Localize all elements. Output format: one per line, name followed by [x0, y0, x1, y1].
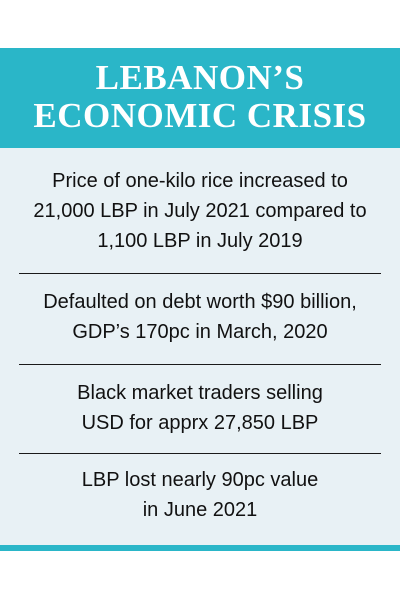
- divider: [19, 453, 381, 454]
- fact-line: Black market traders selling: [77, 382, 323, 404]
- fact-line: in June 2021: [142, 499, 258, 521]
- fact-line: 21,000 LBP in July 2021 compared to: [33, 200, 367, 222]
- fact-line: Defaulted on debt worth $90 billion,: [43, 291, 357, 313]
- fact-line: 1,100 LBP in July 2019: [97, 230, 303, 252]
- divider: [19, 364, 381, 365]
- crisis-infographic-card: LEBANON’S ECONOMIC CRISIS Price of one-k…: [0, 48, 400, 551]
- infographic-title: LEBANON’S ECONOMIC CRISIS: [0, 59, 400, 135]
- bottom-accent-bar: [0, 545, 400, 551]
- title-line-1: LEBANON’S: [95, 58, 305, 97]
- fact-line: Price of one-kilo rice increased to: [52, 170, 348, 192]
- fact-rice-price: Price of one-kilo rice increased to 21,0…: [20, 166, 380, 256]
- fact-line: GDP’s 170pc in March, 2020: [72, 321, 328, 343]
- fact-line: USD for apprx 27,850 LBP: [81, 412, 319, 434]
- title-line-2: ECONOMIC CRISIS: [33, 96, 367, 135]
- title-banner: LEBANON’S ECONOMIC CRISIS: [0, 48, 400, 148]
- divider: [19, 273, 381, 274]
- fact-currency-value: LBP lost nearly 90pc value in June 2021: [20, 465, 380, 525]
- fact-line: LBP lost nearly 90pc value: [81, 469, 319, 491]
- fact-black-market: Black market traders selling USD for app…: [20, 378, 380, 438]
- fact-debt-default: Defaulted on debt worth $90 billion, GDP…: [20, 287, 380, 347]
